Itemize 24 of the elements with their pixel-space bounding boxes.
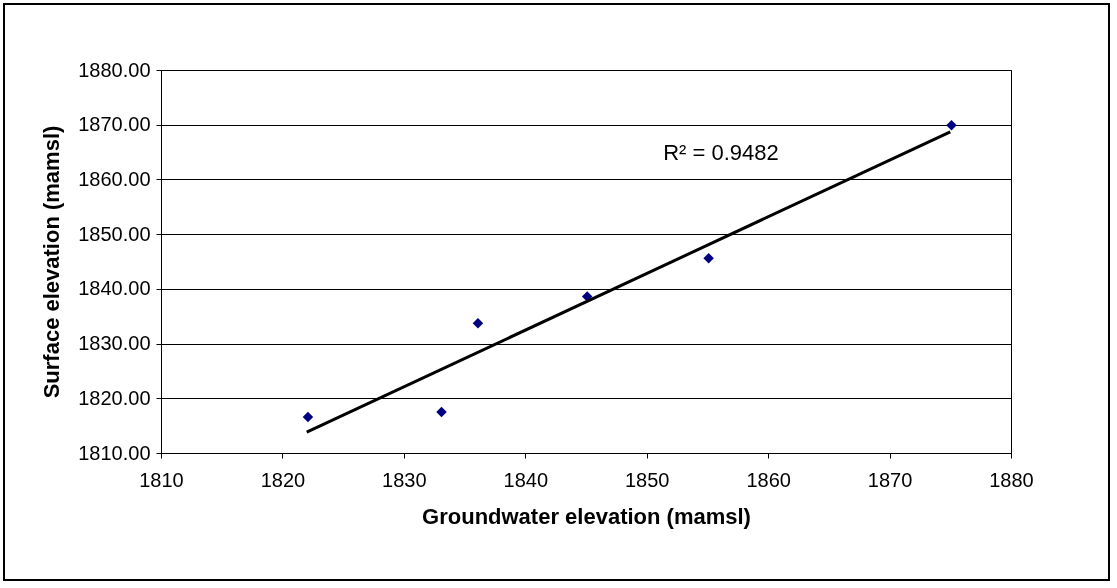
y-tick-label: 1880.00	[78, 58, 151, 81]
point	[946, 120, 957, 131]
y-tick-label: 1830.00	[78, 332, 151, 355]
y-tick-label: 1850.00	[78, 222, 151, 245]
y-tick-label: 1820.00	[78, 386, 151, 409]
point	[472, 318, 484, 329]
point	[436, 406, 447, 418]
x-tick-label: 1810	[139, 468, 184, 491]
y-tick-label: 1840.00	[78, 277, 151, 300]
point	[302, 411, 314, 423]
x-tick-label: 1830	[382, 468, 427, 491]
x-axis-title: Groundwater elevation (mamsl)	[422, 503, 751, 529]
y-tick-label: 1810.00	[78, 441, 151, 464]
x-tick-label: 1840	[503, 468, 549, 491]
y-axis-title: Surface elevation (mamsl)	[39, 125, 65, 399]
y-tick-label: 1870.00	[78, 113, 151, 136]
y-tick-label: 1860.00	[78, 167, 151, 190]
x-tick-label: 1880	[989, 468, 1034, 491]
x-tick-label: 1850	[624, 468, 670, 491]
x-tick-label: 1870	[867, 468, 913, 491]
x-tick-label: 1820	[260, 468, 306, 491]
x-tick-label: 1860	[746, 468, 791, 491]
point	[703, 252, 714, 264]
annotation: R² = 0.9482	[663, 140, 779, 165]
